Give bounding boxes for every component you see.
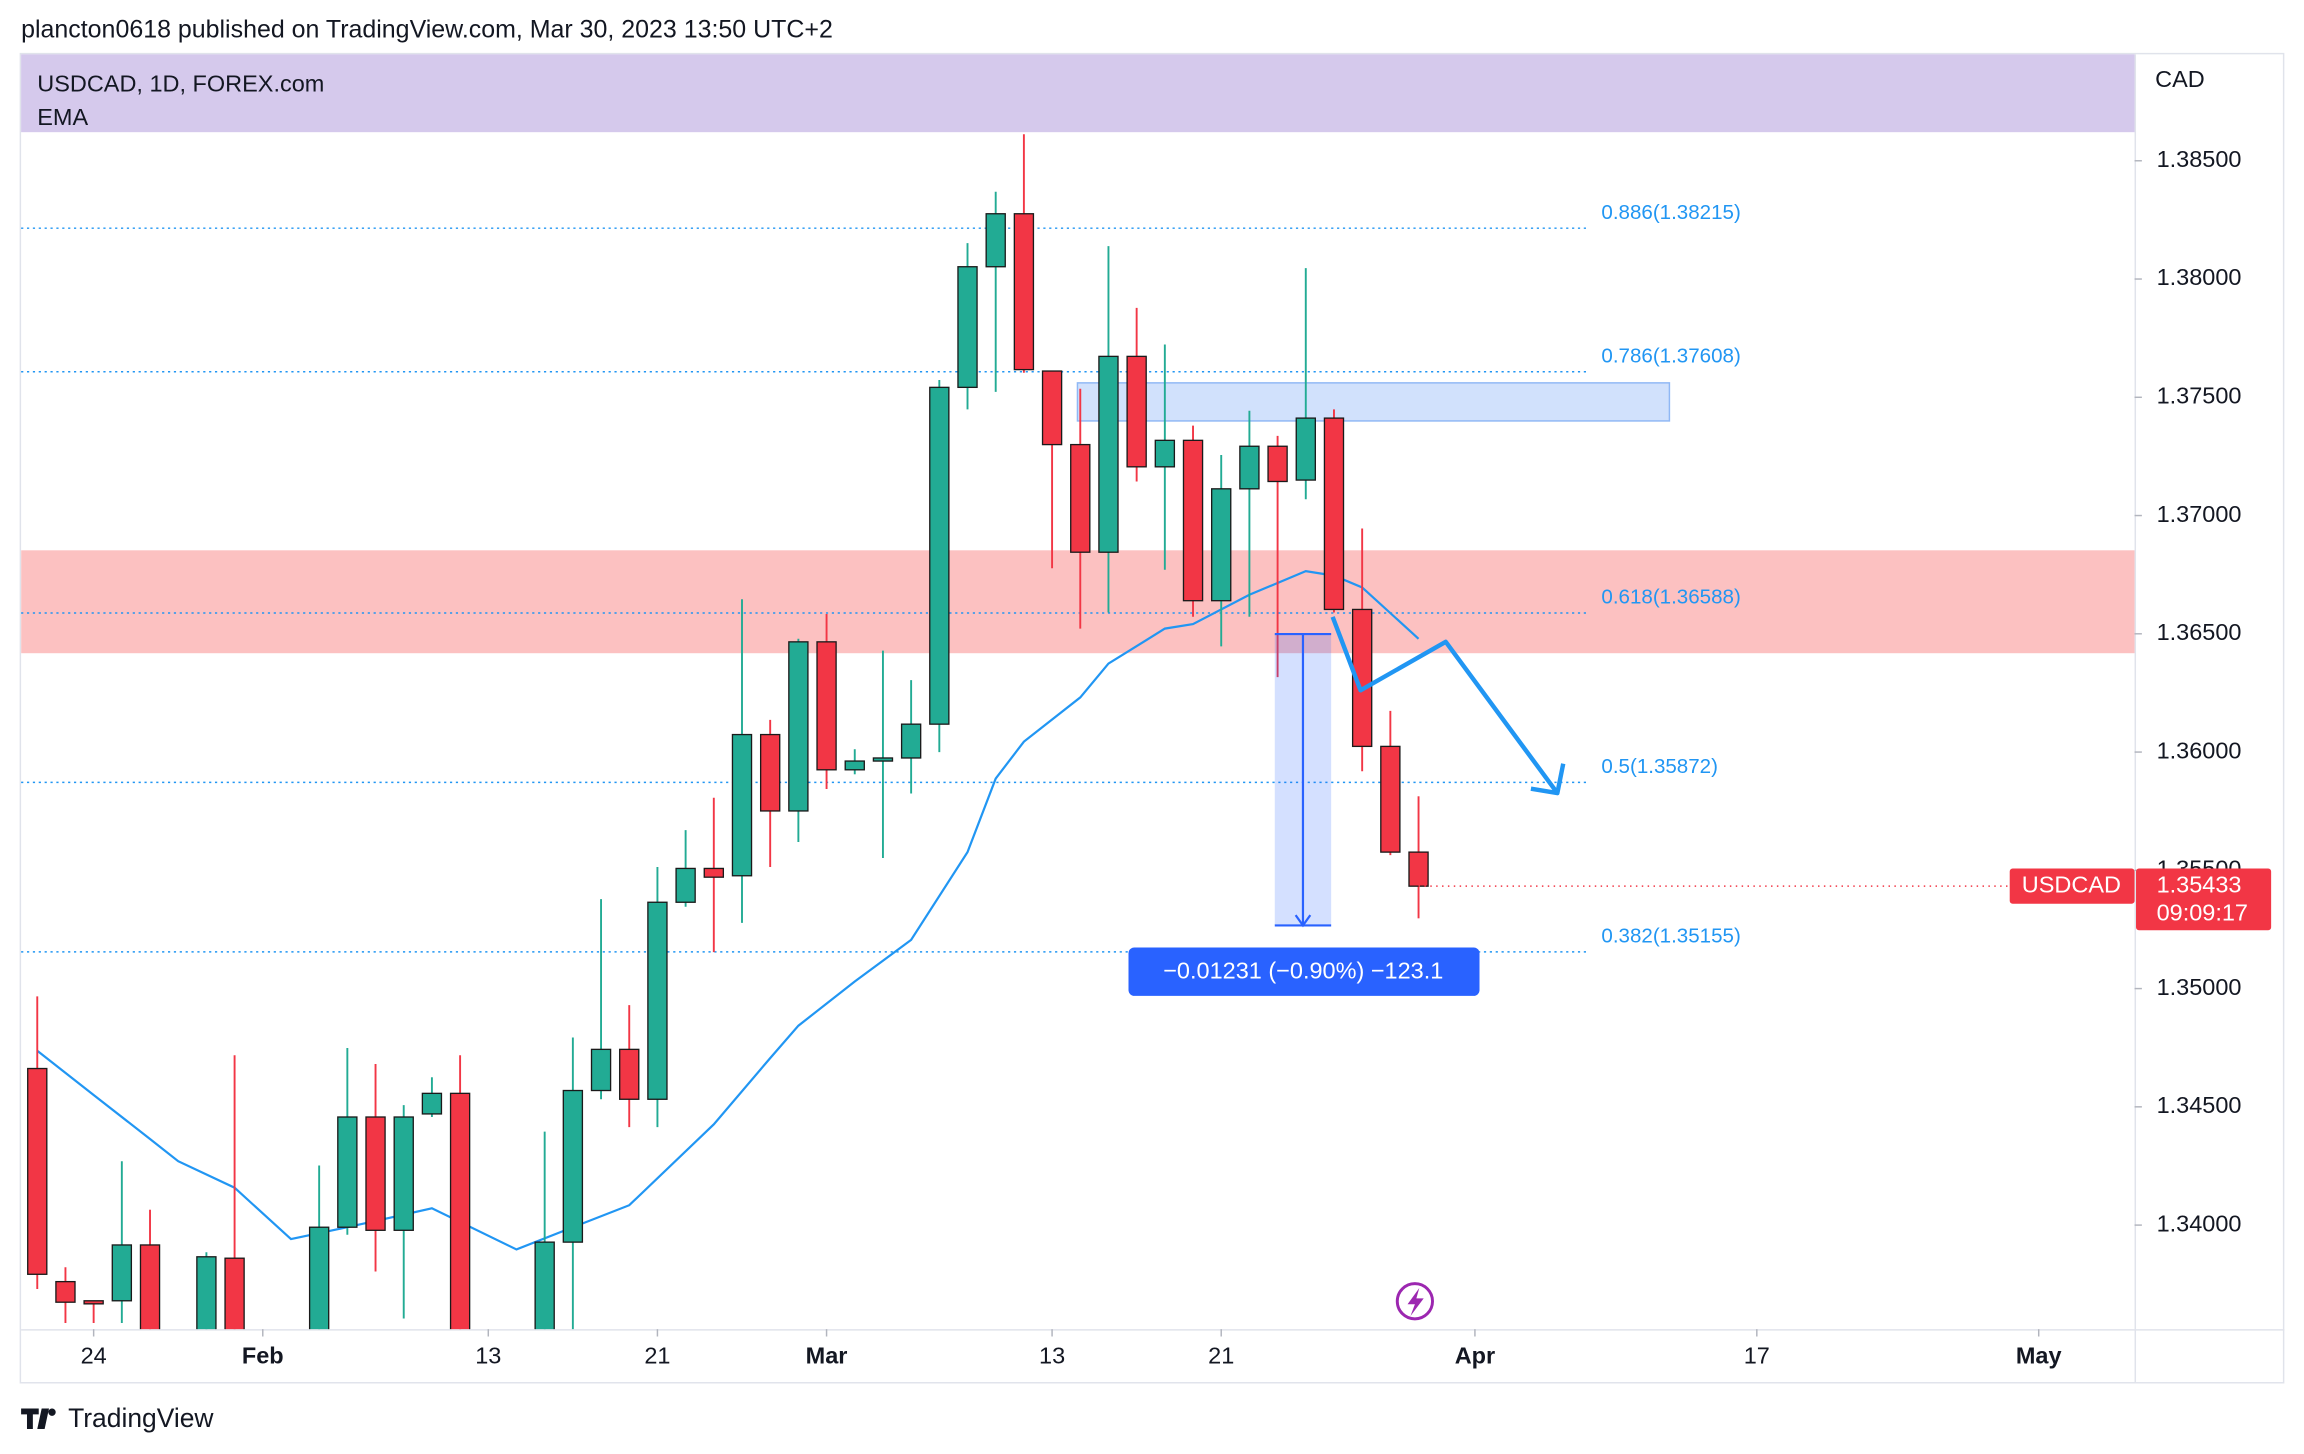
y-tick-label: 1.37500 [2157, 382, 2242, 408]
fib-label: 0.5(1.35872) [1601, 755, 1718, 778]
zone [21, 550, 2135, 654]
candle-body [337, 1116, 358, 1228]
candle-body [1041, 370, 1063, 446]
candle-body [1239, 445, 1260, 490]
x-tick-label: Mar [806, 1342, 848, 1368]
price-tag-value: 1.35433 [2157, 871, 2242, 897]
candle-body [1211, 488, 1232, 602]
fib-label: 0.618(1.36588) [1601, 586, 1740, 609]
candle-body [1126, 355, 1147, 468]
candle-body [111, 1244, 133, 1302]
legend-band [21, 54, 2135, 133]
x-tick-label: 13 [475, 1342, 501, 1368]
candle-body [393, 1116, 414, 1231]
candle-body [1070, 443, 1091, 553]
event-icon-bolt [1407, 1288, 1424, 1316]
candle-body [788, 641, 809, 812]
y-tick-label: 1.34000 [2157, 1210, 2242, 1236]
price-tag-box [2136, 868, 2272, 931]
brand-name: TradingView [68, 1403, 214, 1433]
y-tick-label: 1.36000 [2157, 737, 2242, 763]
candle-body [900, 723, 922, 759]
x-tick-label: 21 [1208, 1342, 1234, 1368]
candles [27, 134, 1429, 1330]
candle-body [1295, 417, 1316, 481]
x-tick-label: Feb [242, 1342, 284, 1368]
candle-body [1182, 439, 1204, 602]
chart-frame [19, 52, 2285, 1384]
candle-body [139, 1244, 161, 1330]
measure-arrowhead [1294, 914, 1312, 928]
fib-levels: 0.886(1.38215) 0.786(1.37608) 0.618(1.3658… [21, 201, 1741, 953]
legend-indicator: EMA [37, 104, 88, 130]
legend-symbol: USDCAD, 1D, FOREX.com [37, 70, 324, 96]
candle-body [619, 1048, 640, 1100]
y-axis-label: CAD [2155, 66, 2205, 92]
candle-body [957, 266, 978, 389]
fib-label: 0.886(1.38215) [1601, 201, 1740, 224]
candle-body [1013, 213, 1035, 371]
zones [21, 382, 2135, 654]
candle-body [929, 386, 950, 725]
fib-label: 0.786(1.37608) [1601, 344, 1740, 367]
candle-body [1408, 851, 1429, 887]
candle-body [1098, 355, 1119, 553]
price-tag-countdown: 09:09:17 [2157, 899, 2248, 925]
candle-body [224, 1257, 245, 1330]
x-tick-label: Apr [1455, 1342, 1495, 1368]
zone [1076, 382, 1671, 422]
candle-body [27, 1067, 48, 1275]
candle-body [675, 867, 696, 903]
candle-body [872, 757, 894, 762]
fib-label: 0.382(1.35155) [1601, 925, 1740, 948]
candle-body [731, 733, 753, 877]
y-tick-label: 1.34500 [2157, 1092, 2242, 1118]
y-tick-label: 1.35000 [2157, 974, 2242, 1000]
symbol-tag-box [2009, 868, 2135, 904]
candle-body [83, 1300, 104, 1305]
brand-logo [21, 1408, 56, 1430]
candle-body [1351, 608, 1373, 748]
x-tick-label: 24 [81, 1342, 107, 1368]
candle-body [590, 1048, 612, 1092]
candle-body [985, 213, 1006, 268]
symbol-tag: USDCAD [2022, 871, 2121, 897]
measure: −0.01231 (−0.90%) −123.1 [1128, 632, 1480, 996]
y-tick-label: 1.37000 [2157, 501, 2242, 527]
y-tick-label: 1.38500 [2157, 146, 2242, 172]
candle-body [1380, 745, 1401, 853]
candle-body [1323, 417, 1345, 611]
candle-body [449, 1092, 471, 1330]
projection-arrowhead [1530, 763, 1566, 796]
y-tick-label: 1.36500 [2157, 619, 2242, 645]
candle-body [55, 1280, 76, 1303]
candle-body [562, 1089, 584, 1243]
projection-path [1330, 616, 1560, 795]
publish-info: plancton0618 published on TradingView.co… [21, 15, 833, 43]
candle-body [421, 1092, 443, 1115]
x-tick-label: 21 [644, 1342, 670, 1368]
candle-body [759, 733, 781, 812]
candle-body [196, 1256, 217, 1330]
measure-label-box [1128, 947, 1480, 996]
candle-body [365, 1116, 386, 1231]
candle-body [703, 867, 725, 878]
candle-body [844, 760, 865, 771]
x-tick-label: May [2016, 1342, 2062, 1368]
candle-body [1154, 439, 1176, 468]
candle-body [534, 1241, 555, 1330]
candle-body [308, 1226, 330, 1330]
candle-body [816, 641, 837, 771]
candle-body [647, 901, 668, 1100]
x-tick-label: 17 [1744, 1342, 1770, 1368]
y-tick-label: 1.38000 [2157, 264, 2242, 290]
measure-label: −0.01231 (−0.90%) −123.1 [1163, 958, 1443, 984]
candle-body [1267, 445, 1288, 483]
x-tick-label: 13 [1039, 1342, 1065, 1368]
